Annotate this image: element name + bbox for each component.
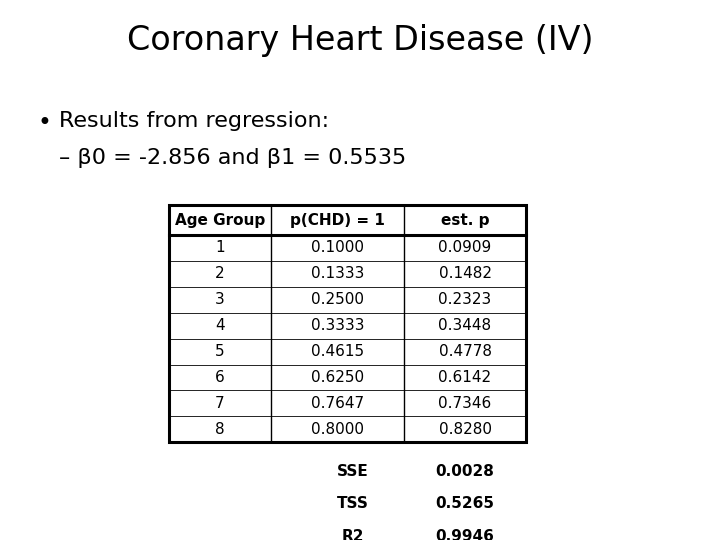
Text: 0.2500: 0.2500 [311,292,364,307]
Text: Results from regression:: Results from regression: [59,111,329,131]
Text: – β0 = -2.856 and β1 = 0.5535: – β0 = -2.856 and β1 = 0.5535 [59,148,406,168]
Text: TSS: TSS [337,496,369,511]
Text: 8: 8 [215,422,225,437]
Text: 5: 5 [215,344,225,359]
Text: 0.6250: 0.6250 [311,370,364,385]
Text: 6: 6 [215,370,225,385]
Text: 2: 2 [215,266,225,281]
Text: 0.3448: 0.3448 [438,318,492,333]
Text: 0.9946: 0.9946 [435,529,494,540]
Text: 0.7346: 0.7346 [438,396,492,411]
Text: R2: R2 [341,529,364,540]
Bar [169,205,526,442]
Text: 0.1482: 0.1482 [438,266,492,281]
Text: 0.8280: 0.8280 [438,422,492,437]
Text: 0.5265: 0.5265 [435,496,494,511]
Text: 0.6142: 0.6142 [438,370,492,385]
Text: 0.4778: 0.4778 [438,344,492,359]
Text: 0.3333: 0.3333 [311,318,364,333]
Text: •: • [37,111,51,134]
Text: 3: 3 [215,292,225,307]
Text: 0.1000: 0.1000 [311,240,364,255]
Text: 0.1333: 0.1333 [311,266,364,281]
Text: 0.8000: 0.8000 [311,422,364,437]
Text: 0.0028: 0.0028 [435,464,494,479]
Text: 0.7647: 0.7647 [311,396,364,411]
Text: SSE: SSE [337,464,369,479]
Text: Coronary Heart Disease (IV): Coronary Heart Disease (IV) [127,24,593,57]
Text: Age Group: Age Group [175,213,265,227]
Text: 1: 1 [215,240,225,255]
Text: 0.4615: 0.4615 [311,344,364,359]
Text: 4: 4 [215,318,225,333]
Text: 7: 7 [215,396,225,411]
Text: 0.2323: 0.2323 [438,292,492,307]
Text: 0.0909: 0.0909 [438,240,492,255]
Text: p(CHD) = 1: p(CHD) = 1 [290,213,385,227]
Text: est. p: est. p [441,213,490,227]
